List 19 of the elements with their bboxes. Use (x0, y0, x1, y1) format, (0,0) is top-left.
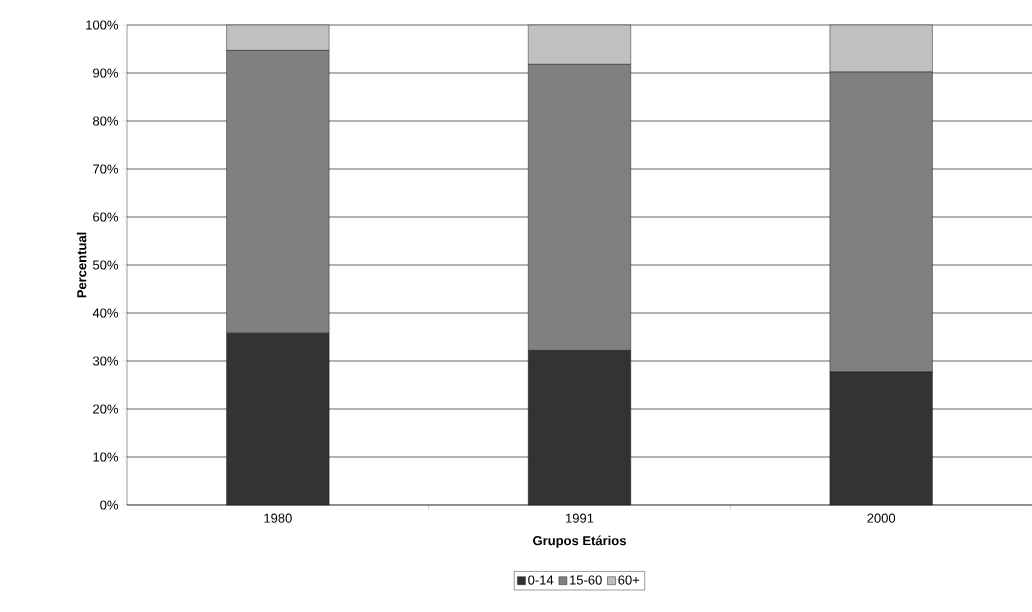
legend-label: 0-14 (528, 575, 554, 585)
legend-label: 15-60 (570, 575, 602, 585)
y-tick-label: 30% (92, 356, 119, 366)
y-axis-title: Percentual (76, 232, 87, 298)
y-tick-label: 90% (93, 68, 119, 78)
y-tick-label: 80% (93, 116, 119, 126)
x-tick-label: 1980 (264, 513, 292, 523)
y-tick-label: 40% (92, 308, 119, 318)
y-tick-label: 20% (93, 404, 119, 414)
y-tick-label: 60% (93, 212, 119, 222)
x-axis-title: Grupos Etários (533, 535, 626, 548)
x-tick-label: 2000 (867, 513, 896, 523)
y-tick-label: 10% (93, 452, 119, 462)
y-tick-label: 50% (92, 260, 119, 270)
x-tick-label: 1991 (566, 513, 594, 523)
y-tick-label: 70% (93, 164, 119, 174)
legend-label: 60+ (618, 575, 640, 585)
y-tick-label: 0% (100, 500, 119, 510)
y-tick-label: 100% (86, 20, 119, 30)
